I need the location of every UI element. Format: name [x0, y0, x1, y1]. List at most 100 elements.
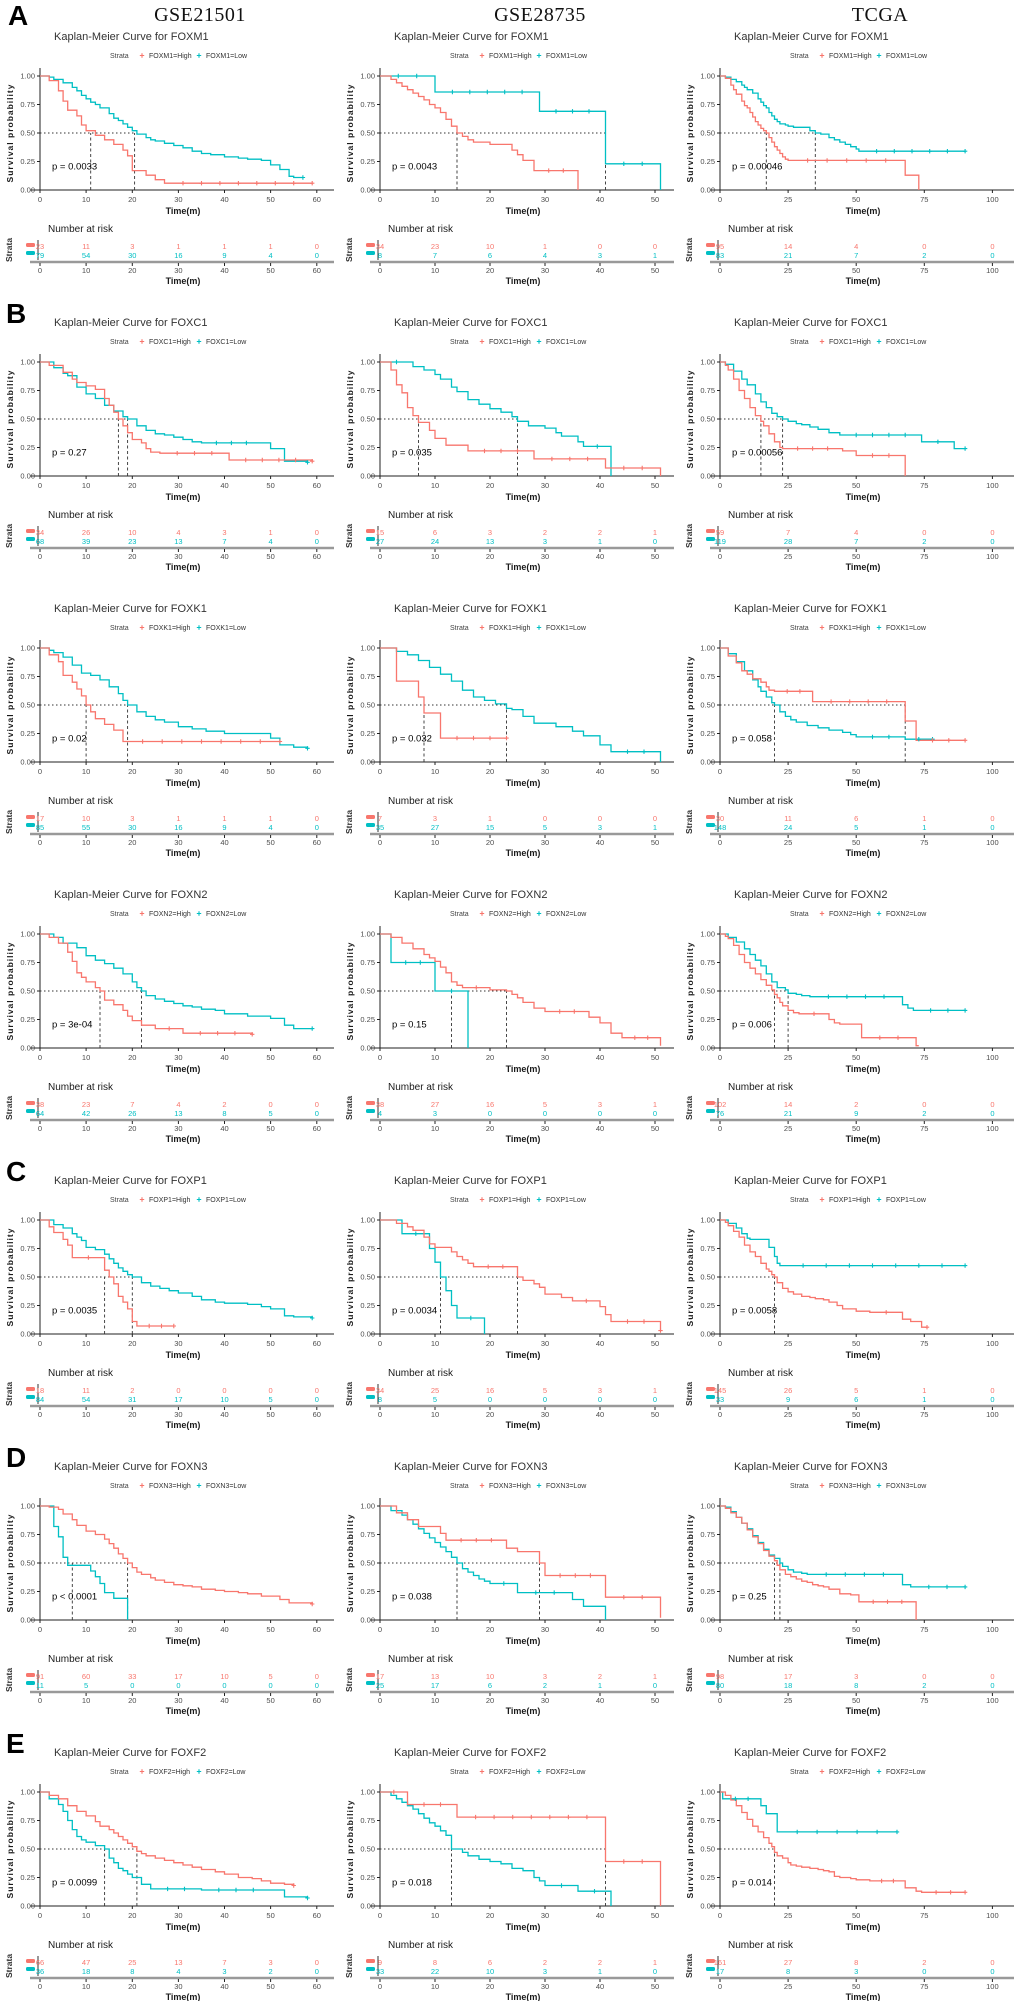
risk-key-high: [706, 243, 715, 247]
legend-low-label: FOXF2=Low: [546, 1769, 586, 1776]
risk-x-tick-label: 40: [220, 1982, 228, 1991]
censor-mark: [218, 739, 224, 744]
risk-count-low: 7: [433, 251, 437, 260]
x-tick-label: 100: [986, 767, 999, 776]
risk-count-high: 5: [543, 1386, 547, 1395]
legend-strata-label: Strata: [450, 53, 469, 60]
censor-mark: [962, 446, 968, 451]
section-label-c: C: [6, 1156, 27, 1187]
risk-count-low: 1: [598, 537, 602, 546]
risk-count-low: 64: [36, 1109, 44, 1118]
legend-strata-label: Strata: [790, 1197, 809, 1204]
censor-mark: [196, 1197, 202, 1202]
x-tick-label: 10: [82, 1053, 90, 1062]
x-tick-label: 100: [986, 1339, 999, 1348]
y-tick-label: 0.75: [20, 1816, 35, 1825]
risk-x-tick-label: 100: [986, 838, 999, 847]
risk-x-axis-title: Time(m): [166, 276, 201, 286]
risk-key-high: [366, 1959, 375, 1963]
risk-count-high: 0: [990, 1672, 994, 1681]
risk-count-high: 2: [598, 1672, 602, 1681]
y-axis-title: Survival probability: [5, 370, 15, 469]
x-axis-title: Time(m): [166, 206, 201, 216]
x-tick-label: 40: [220, 1053, 228, 1062]
risk-count-high: 3: [543, 1672, 547, 1681]
risk-count-low: 0: [176, 1681, 180, 1690]
panel-title: Kaplan-Meier Curve for FOXC1: [394, 317, 547, 329]
censor-mark: [640, 161, 645, 166]
risk-count-low: 0: [315, 251, 319, 260]
censor-mark: [479, 625, 485, 630]
risk-x-tick-label: 0: [718, 838, 722, 847]
y-tick-label: 0.25: [360, 157, 375, 166]
y-tick-label: 0.00: [20, 758, 35, 767]
censor-mark: [584, 1814, 590, 1820]
risk-key-low: [366, 251, 375, 255]
legend-strata-label: Strata: [450, 1483, 469, 1490]
risk-key-high: [706, 529, 715, 533]
km-panel-tcga-foxm1: Kaplan-Meier Curve for FOXM1 Strata FOXM1=…: [684, 31, 1014, 286]
risk-count-low: 0: [990, 251, 994, 260]
y-tick-label: 0.00: [20, 1044, 35, 1053]
y-tick-label: 0.25: [360, 729, 375, 738]
risk-x-tick-label: 30: [541, 266, 549, 275]
risk-count-high: 0: [543, 814, 547, 823]
censor-mark: [933, 1890, 939, 1895]
pvalue-label: p = 0.0033: [52, 162, 97, 173]
risk-x-tick-label: 50: [852, 838, 860, 847]
risk-count-high: 2: [130, 1386, 134, 1395]
censor-mark: [847, 1263, 852, 1268]
risk-count-high: 0: [922, 1100, 926, 1109]
censor-mark: [449, 988, 454, 994]
y-tick-label: 0.00: [360, 186, 375, 195]
risk-count-high: 3: [433, 814, 437, 823]
risk-count-low: 30: [128, 251, 136, 260]
panel-title: Kaplan-Meier Curve for FOXK1: [54, 603, 207, 615]
risk-key-low: [26, 537, 35, 541]
x-tick-label: 100: [986, 195, 999, 204]
risk-x-axis-title: Time(m): [506, 1420, 541, 1430]
risk-count-low: 5: [433, 1395, 437, 1404]
y-tick-label: 0.75: [360, 386, 375, 395]
risk-count-high: 1: [176, 242, 180, 251]
censor-mark: [536, 1197, 542, 1202]
y-tick-label: 0.00: [700, 758, 715, 767]
risk-table-header: Number at risk: [48, 1082, 114, 1093]
risk-count-high: 17: [174, 1672, 182, 1681]
risk-count-low: 0: [653, 1395, 657, 1404]
risk-key-low: [26, 251, 35, 255]
censor-mark: [870, 1263, 875, 1268]
censor-mark: [876, 1483, 882, 1488]
censor-mark: [828, 699, 834, 704]
legend-high-label: FOXF2=High: [829, 1769, 870, 1776]
y-tick-label: 0.75: [360, 1530, 375, 1539]
risk-count-high: 3: [130, 242, 134, 251]
survival-curve-low: [40, 1505, 129, 1620]
x-axis-title: Time(m): [506, 1064, 541, 1074]
y-tick-label: 0.50: [360, 129, 375, 138]
survival-curve-high: [380, 647, 507, 739]
y-tick-label: 0.00: [360, 1044, 375, 1053]
y-tick-label: 0.50: [700, 415, 715, 424]
risk-strata-axis-label: Strata: [344, 1954, 354, 1978]
legend-low-label: FOXP1=Low: [546, 1197, 587, 1204]
pvalue-label: p = 0.25: [732, 1592, 767, 1603]
risk-count-low: 80: [716, 1681, 724, 1690]
risk-count-low: 13: [486, 537, 494, 546]
pvalue-label: p = 0.0099: [52, 1878, 97, 1889]
legend-strata-label: Strata: [110, 1483, 129, 1490]
risk-count-low: 5: [269, 1395, 273, 1404]
legend-low-label: FOXP1=Low: [206, 1197, 247, 1204]
y-axis-title: Survival probability: [345, 370, 355, 469]
risk-x-tick-label: 75: [920, 1410, 928, 1419]
risk-count-high: 0: [922, 242, 926, 251]
censor-mark: [196, 53, 202, 58]
risk-x-tick-label: 25: [784, 266, 792, 275]
risk-key-high: [706, 815, 715, 819]
risk-x-tick-label: 10: [82, 552, 90, 561]
km-panel-gse28735-foxc1: Kaplan-Meier Curve for FOXC1 Strata FOXC1=…: [344, 317, 674, 572]
y-tick-label: 0.25: [700, 157, 715, 166]
risk-count-high: 14: [784, 242, 792, 251]
risk-key-high: [26, 243, 35, 247]
censor-mark: [244, 440, 249, 446]
